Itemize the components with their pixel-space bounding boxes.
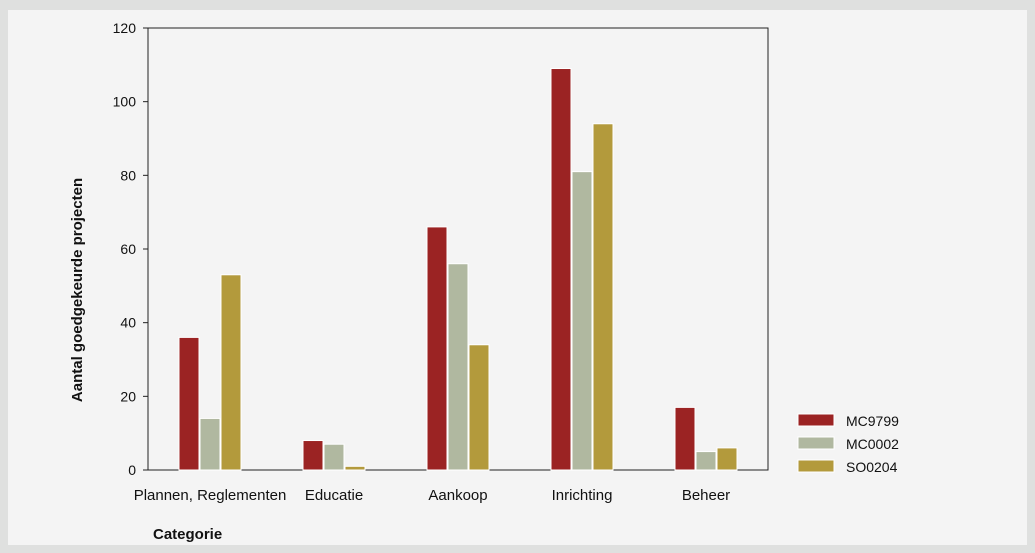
bar-mc0002 <box>323 443 345 471</box>
y-tick-label: 40 <box>120 315 136 331</box>
bar-mc0002 <box>695 451 717 471</box>
bar-mc9799 <box>302 440 324 471</box>
legend-swatch <box>797 413 835 427</box>
x-tick-label: Aankoop <box>428 487 487 504</box>
y-tick-label: 80 <box>120 167 136 183</box>
bar-so0204 <box>716 447 738 471</box>
bar-mc9799 <box>674 406 696 471</box>
bar-mc0002 <box>571 171 593 471</box>
y-tick-label: 120 <box>113 20 137 36</box>
bar-so0204 <box>344 465 366 471</box>
bar-mc9799 <box>550 68 572 471</box>
bar-mc9799 <box>178 336 200 471</box>
legend-label: SO0204 <box>846 459 898 475</box>
x-axis-title: Categorie <box>153 526 222 543</box>
y-axis-title: Aantal goedgekeurde projecten <box>69 178 86 402</box>
y-tick-label: 60 <box>120 241 136 257</box>
bar-so0204 <box>592 123 614 471</box>
legend-swatch <box>797 459 835 473</box>
legend-swatch <box>797 436 835 450</box>
bar-so0204 <box>220 274 242 471</box>
x-tick-label: Plannen, Reglementen <box>134 487 287 504</box>
x-tick-label: Inrichting <box>552 487 613 504</box>
bar-so0204 <box>468 344 490 471</box>
bar-mc0002 <box>447 263 469 471</box>
x-tick-label: Beheer <box>682 487 730 504</box>
bar-mc9799 <box>426 226 448 471</box>
legend-label: MC0002 <box>846 436 899 452</box>
y-axis-ticks: 0 20 40 60 80 100 120 <box>113 20 148 478</box>
chart-frame <box>8 10 1027 545</box>
bar-mc0002 <box>199 417 221 471</box>
bars <box>178 68 738 471</box>
y-tick-label: 100 <box>113 94 137 110</box>
y-tick-label: 20 <box>120 388 136 404</box>
x-tick-label: Educatie <box>305 487 363 504</box>
legend-label: MC9799 <box>846 413 899 429</box>
x-axis-ticks: Plannen, Reglementen Educatie Aankoop Inric… <box>134 487 730 504</box>
legend: MC9799 MC0002 SO0204 <box>797 413 899 475</box>
y-tick-label: 0 <box>128 462 136 478</box>
